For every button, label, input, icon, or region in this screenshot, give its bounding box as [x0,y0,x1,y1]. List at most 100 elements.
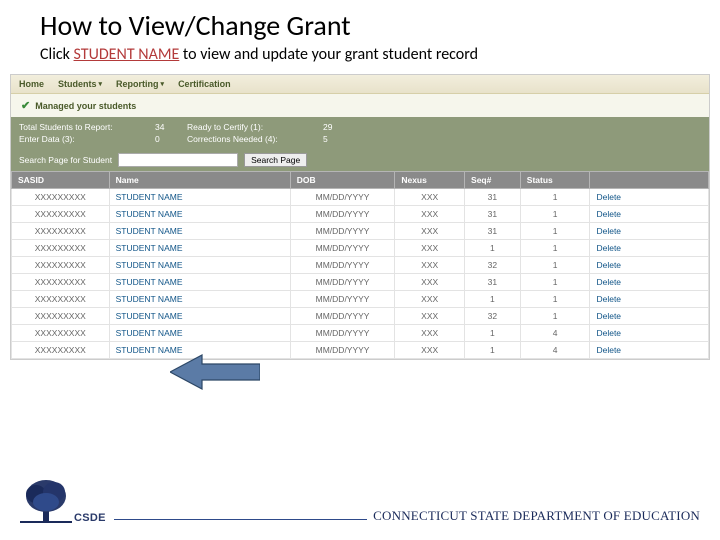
cell-sasid: XXXXXXXXX [12,223,110,240]
table-row: XXXXXXXXXSTUDENT NAMEMM/DD/YYYYXXX311Del… [12,274,709,291]
student-name-link[interactable]: STUDENT NAME [109,342,290,359]
table-header-row: SASID Name DOB Nexus Seq# Status [12,172,709,189]
cell-status: 1 [520,189,590,206]
cell-sasid: XXXXXXXXX [12,342,110,359]
search-input[interactable] [118,153,238,167]
cell-sasid: XXXXXXXXX [12,274,110,291]
delete-link[interactable]: Delete [590,274,709,291]
banner-text: Managed your students [35,101,136,111]
cell-dob: MM/DD/YYYY [290,223,395,240]
table-row: XXXXXXXXXSTUDENT NAMEMM/DD/YYYYXXX14Dele… [12,325,709,342]
cell-dob: MM/DD/YYYY [290,257,395,274]
csde-logo: CSDE [20,474,106,526]
slide-subtitle: Click STUDENT NAME to view and update yo… [0,45,720,74]
student-name-link[interactable]: STUDENT NAME [109,274,290,291]
cell-status: 1 [520,274,590,291]
delete-link[interactable]: Delete [590,325,709,342]
cell-status: 4 [520,325,590,342]
cell-sasid: XXXXXXXXX [12,257,110,274]
subtitle-post: to view and update your grant student re… [179,45,478,64]
cell-status: 1 [520,308,590,325]
subtitle-pre: Click [40,45,74,64]
student-name-link[interactable]: STUDENT NAME [109,291,290,308]
cell-dob: MM/DD/YYYY [290,308,395,325]
ready-label: Ready to Certify (1): [187,122,317,132]
delete-link[interactable]: Delete [590,257,709,274]
cell-dob: MM/DD/YYYY [290,240,395,257]
delete-link[interactable]: Delete [590,223,709,240]
col-blank [590,172,709,189]
nav-reporting-label: Reporting [116,79,159,89]
cell-nexus: XXX [395,342,465,359]
table-row: XXXXXXXXXSTUDENT NAMEMM/DD/YYYYXXX311Del… [12,223,709,240]
table-row: XXXXXXXXXSTUDENT NAMEMM/DD/YYYYXXX11Dele… [12,291,709,308]
cell-nexus: XXX [395,274,465,291]
col-seq[interactable]: Seq# [465,172,521,189]
nav-home[interactable]: Home [19,79,44,89]
table-row: XXXXXXXXXSTUDENT NAMEMM/DD/YYYYXXX311Del… [12,206,709,223]
subtitle-highlight: STUDENT NAME [74,45,180,64]
table-row: XXXXXXXXXSTUDENT NAMEMM/DD/YYYYXXX321Del… [12,308,709,325]
footer-divider [114,519,367,520]
delete-link[interactable]: Delete [590,240,709,257]
cell-dob: MM/DD/YYYY [290,206,395,223]
cell-seq: 1 [465,291,521,308]
table-row: XXXXXXXXXSTUDENT NAMEMM/DD/YYYYXXX321Del… [12,257,709,274]
delete-link[interactable]: Delete [590,291,709,308]
slide-footer: CSDE CONNECTICUT STATE DEPARTMENT OF EDU… [20,474,700,526]
search-bar: Search Page for Student Search Page [11,149,709,171]
app-screenshot: Home Students▾ Reporting▾ Certification … [10,74,710,360]
cell-dob: MM/DD/YYYY [290,291,395,308]
student-name-link[interactable]: STUDENT NAME [109,308,290,325]
cell-seq: 31 [465,274,521,291]
student-name-link[interactable]: STUDENT NAME [109,325,290,342]
chevron-down-icon: ▾ [99,80,103,88]
cell-dob: MM/DD/YYYY [290,342,395,359]
slide-title: How to View/Change Grant [0,0,720,45]
tree-icon [20,474,72,526]
nav-certification[interactable]: Certification [178,79,231,89]
col-sasid[interactable]: SASID [12,172,110,189]
search-button[interactable]: Search Page [244,153,307,167]
cell-status: 1 [520,240,590,257]
student-name-link[interactable]: STUDENT NAME [109,189,290,206]
table-row: XXXXXXXXXSTUDENT NAMEMM/DD/YYYYXXX14Dele… [12,342,709,359]
col-dob[interactable]: DOB [290,172,395,189]
corr-label: Corrections Needed (4): [187,134,317,144]
cell-nexus: XXX [395,206,465,223]
cell-seq: 31 [465,223,521,240]
enter-label: Enter Data (3): [19,134,149,144]
col-nexus[interactable]: Nexus [395,172,465,189]
delete-link[interactable]: Delete [590,308,709,325]
cell-seq: 1 [465,342,521,359]
col-status[interactable]: Status [520,172,590,189]
student-name-link[interactable]: STUDENT NAME [109,223,290,240]
stats-panel: Total Students to Report: 34 Ready to Ce… [11,117,709,149]
cell-dob: MM/DD/YYYY [290,325,395,342]
total-label: Total Students to Report: [19,122,149,132]
cell-sasid: XXXXXXXXX [12,189,110,206]
nav-reporting[interactable]: Reporting▾ [116,79,164,89]
cell-dob: MM/DD/YYYY [290,189,395,206]
cell-nexus: XXX [395,240,465,257]
ready-value: 29 [323,122,349,132]
nav-students[interactable]: Students▾ [58,79,102,89]
col-name[interactable]: Name [109,172,290,189]
delete-link[interactable]: Delete [590,342,709,359]
enter-value: 0 [155,134,181,144]
cell-nexus: XXX [395,308,465,325]
table-row: XXXXXXXXXSTUDENT NAMEMM/DD/YYYYXXX11Dele… [12,240,709,257]
student-name-link[interactable]: STUDENT NAME [109,257,290,274]
student-name-link[interactable]: STUDENT NAME [109,240,290,257]
cell-sasid: XXXXXXXXX [12,206,110,223]
cell-seq: 32 [465,308,521,325]
delete-link[interactable]: Delete [590,206,709,223]
student-name-link[interactable]: STUDENT NAME [109,206,290,223]
cell-status: 1 [520,223,590,240]
navbar: Home Students▾ Reporting▾ Certification [11,75,709,94]
cell-sasid: XXXXXXXXX [12,325,110,342]
cell-seq: 1 [465,240,521,257]
cell-dob: MM/DD/YYYY [290,274,395,291]
nav-students-label: Students [58,79,97,89]
delete-link[interactable]: Delete [590,189,709,206]
